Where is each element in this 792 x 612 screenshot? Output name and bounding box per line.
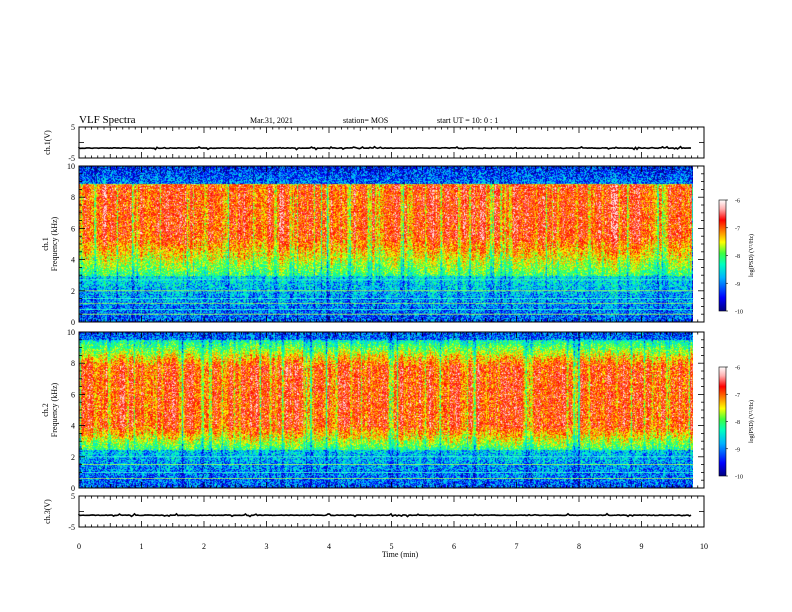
y-tick-label: 8 bbox=[71, 193, 75, 202]
y-axis-label: ch.1(V) bbox=[43, 130, 52, 155]
x-tick-label: 6 bbox=[452, 542, 456, 551]
waveform-line bbox=[78, 145, 692, 151]
x-tick-label: 10 bbox=[700, 542, 708, 551]
colorbar-tick-label: -9 bbox=[735, 447, 740, 453]
colorbar-tick-label: -6 bbox=[735, 199, 740, 205]
colorbar-label: log(PSD) (V²/Hz) bbox=[748, 234, 755, 277]
y-tick-label: 10 bbox=[67, 162, 75, 171]
colorbar-tick-label: -7 bbox=[735, 226, 740, 232]
y-tick-label: 0 bbox=[71, 484, 75, 493]
y-tick-label: 2 bbox=[71, 287, 75, 296]
ch3-waveform-panel: 5 -5 ch.3(V) bbox=[43, 492, 705, 532]
ch1-waveform-panel: 5 -5 ch.1(V) bbox=[43, 123, 705, 163]
spectrogram-image bbox=[79, 166, 693, 322]
colorbar-tick-label: -7 bbox=[735, 393, 740, 399]
spectrogram-image bbox=[79, 332, 693, 488]
x-tick-label: 4 bbox=[327, 542, 331, 551]
x-tick-label: 1 bbox=[140, 542, 144, 551]
date-label: Mar.31, 2021 bbox=[250, 116, 293, 125]
x-tick-label: 9 bbox=[640, 542, 644, 551]
y-tick-label: 2 bbox=[71, 453, 75, 462]
y-tick-label: 0 bbox=[71, 318, 75, 327]
ch1-spectrogram-panel: 0 2 4 6 8 10 ch.1 Frequency (kHz) bbox=[41, 162, 705, 327]
time-axis-label: Time (min) bbox=[382, 550, 419, 559]
y-tick-label: -5 bbox=[68, 523, 75, 532]
ch2-spectrogram-panel: 0 2 4 6 8 10 ch.2 Frequency (kHz) bbox=[41, 328, 705, 493]
x-tick-label: 5 bbox=[390, 542, 394, 551]
y-axis-label: Frequency (kHz) bbox=[50, 216, 59, 271]
colorbar-tick-label: -6 bbox=[735, 366, 740, 372]
colorbar-tick-label: -10 bbox=[735, 310, 743, 316]
y-tick-label: 6 bbox=[71, 390, 75, 399]
time-axis: 0 1 2 3 4 5 6 7 8 9 10 bbox=[77, 542, 708, 551]
y-tick-label: -5 bbox=[68, 154, 75, 163]
y-axis-label: ch.3(V) bbox=[43, 499, 52, 524]
colorbar-label: log(PSD) (V²/Hz) bbox=[748, 400, 755, 443]
x-tick-label: 7 bbox=[515, 542, 519, 551]
x-tick-label: 2 bbox=[202, 542, 206, 551]
y-tick-label: 10 bbox=[67, 328, 75, 337]
y-tick-label: 5 bbox=[71, 123, 75, 132]
x-tick-label: 8 bbox=[577, 542, 581, 551]
figure-title: VLF Spectra bbox=[79, 114, 136, 126]
channel-label: ch.2 bbox=[41, 403, 50, 417]
channel-label: ch.1 bbox=[41, 237, 50, 251]
y-tick-label: 4 bbox=[71, 422, 75, 431]
colorbar-tick-label: -10 bbox=[735, 475, 743, 481]
colorbar-tick-label: -8 bbox=[735, 254, 740, 260]
x-tick-label: 3 bbox=[265, 542, 269, 551]
y-axis-label: Frequency (kHz) bbox=[50, 382, 59, 437]
ch2-colorbar: -6 -7 -8 -9 -10 log(PSD) (V²/Hz) bbox=[718, 366, 755, 481]
station-label: station= MOS bbox=[343, 116, 388, 125]
start-time-label: start UT = 10: 0 : 1 bbox=[437, 116, 498, 125]
colorbar-tick-label: -9 bbox=[735, 282, 740, 288]
y-tick-label: 5 bbox=[71, 492, 75, 501]
ch1-colorbar: -6 -7 -8 -9 -10 log(PSD) (V²/Hz) bbox=[718, 199, 755, 316]
x-tick-label: 0 bbox=[77, 542, 81, 551]
y-tick-label: 8 bbox=[71, 359, 75, 368]
colorbar-gradient bbox=[718, 199, 727, 312]
colorbar-tick-label: -8 bbox=[735, 420, 740, 426]
y-tick-label: 4 bbox=[71, 256, 75, 265]
y-tick-label: 6 bbox=[71, 224, 75, 233]
waveform-line bbox=[78, 512, 692, 518]
colorbar-gradient bbox=[718, 366, 727, 477]
